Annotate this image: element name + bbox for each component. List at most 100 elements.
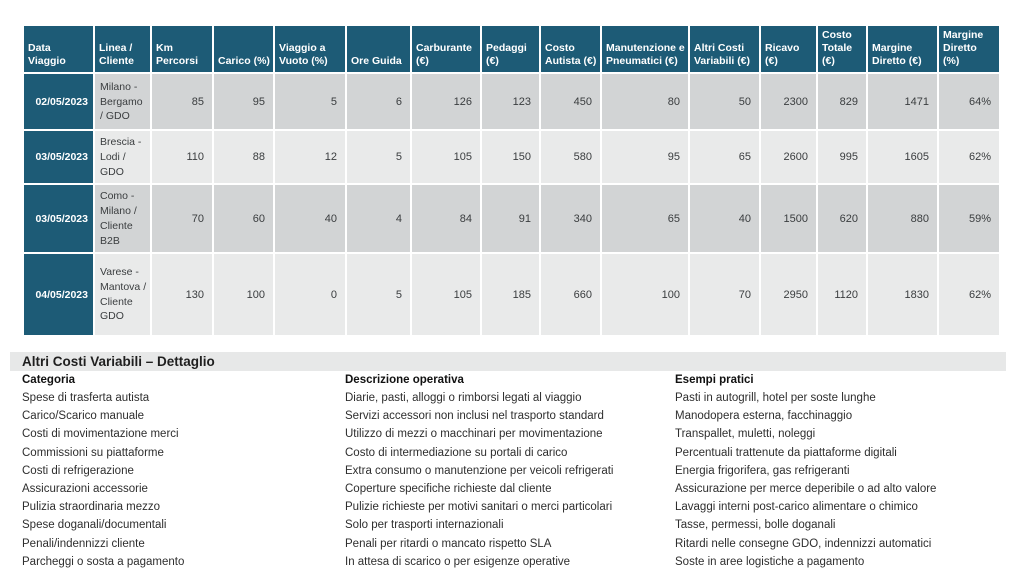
detail-esempi: Lavaggi interni post-carico alimentare o… [675, 501, 918, 514]
header-cell: Data Viaggio [22, 23, 95, 75]
header-cell: Margine Diretto (%) [937, 23, 1001, 75]
linea-cliente-cell: Brescia - Lodi / GDO [93, 129, 152, 186]
detail-section-title: Altri Costi Variabili – Dettaglio [10, 352, 1006, 371]
trip-table: Data Viaggio Linea / Cliente Km Percorsi Ca… [22, 23, 1001, 338]
list-item: Assicurazioni accessorie Coperture specif… [22, 480, 1012, 498]
detail-categoria: Costi di refrigerazione [22, 464, 134, 477]
detail-categoria: Parcheggi o sosta a pagamento [22, 555, 185, 568]
trip-table-body: 02/05/2023 Milano - Bergamo / GDO 85 95 5 6 12… [22, 72, 1001, 338]
detail-descrizione: Extra consumo o manutenzione per veicoli… [345, 464, 614, 477]
header-cell: Margine Diretto (€) [866, 23, 939, 75]
value-cell: 70 [150, 183, 214, 255]
detail-col-categoria: Categoria [22, 374, 76, 386]
value-cell: 1605 [866, 129, 939, 186]
value-cell: 123 [480, 72, 541, 132]
value-cell: 829 [816, 72, 868, 132]
value-cell: 5 [345, 129, 412, 186]
date-cell: 02/05/2023 [22, 72, 95, 132]
value-cell: 80 [600, 72, 690, 132]
value-cell: 95 [600, 129, 690, 186]
value-cell: 60 [212, 183, 275, 255]
trip-table-header-row: Data Viaggio Linea / Cliente Km Percorsi Ca… [22, 23, 1001, 75]
detail-categoria: Spese di trasferta autista [22, 392, 150, 404]
header-cell: Manutenzione e Pneumatici (€) [600, 23, 690, 75]
detail-categoria: Assicurazioni accessorie [22, 482, 148, 495]
header-cell: Km Percorsi [150, 23, 214, 75]
value-cell: 2300 [759, 72, 818, 132]
list-item: Costi di refrigerazione Extra consumo o m… [22, 462, 1012, 480]
linea-cliente-cell: Como - Milano / Cliente B2B [93, 183, 152, 255]
detail-esempi: Energia frigorifera, gas refrigeranti [675, 464, 850, 477]
value-cell: 105 [410, 129, 482, 186]
date-cell: 03/05/2023 [22, 129, 95, 186]
value-cell: 91 [480, 183, 541, 255]
detail-esempi: Ritardi nelle consegne GDO, indennizzi a… [675, 537, 932, 550]
detail-descrizione: In attesa di scarico o per esigenze oper… [345, 555, 571, 568]
value-cell: 1500 [759, 183, 818, 255]
value-cell: 59% [937, 183, 1001, 255]
table-row: 03/05/2023 Como - Milano / Cliente B2B 70 6… [22, 183, 1001, 255]
header-cell: Pedaggi (€) [480, 23, 541, 75]
value-cell: 150 [480, 129, 541, 186]
value-cell: 340 [539, 183, 602, 255]
list-item: Penali/indennizzi cliente Penali per rita… [22, 535, 1012, 553]
value-cell: 126 [410, 72, 482, 132]
header-cell: Altri Costi Variabili (€) [688, 23, 761, 75]
date-cell: 03/05/2023 [22, 183, 95, 255]
value-cell: 40 [273, 183, 347, 255]
value-cell: 70 [688, 252, 761, 338]
detail-esempi: Tasse, permessi, bolle doganali [675, 519, 836, 532]
value-cell: 2600 [759, 129, 818, 186]
value-cell: 85 [150, 72, 214, 132]
header-cell: Carburante (€) [410, 23, 482, 75]
detail-descrizione: Pulizie richieste per motivi sanitari o … [345, 501, 613, 514]
detail-categoria: Costi di movimentazione merci [22, 428, 179, 441]
value-cell: 64% [937, 72, 1001, 132]
detail-categoria: Spese doganali/documentali [22, 519, 167, 532]
table-row: Data Viaggio Linea / Cliente Km Percorsi Ca… [22, 23, 1001, 75]
table-row: 02/05/2023 Milano - Bergamo / GDO 85 95 5 6 12… [22, 72, 1001, 132]
value-cell: 84 [410, 183, 482, 255]
list-item: Carico/Scarico manuale Servizi accessori … [22, 407, 1012, 425]
value-cell: 5 [345, 252, 412, 338]
value-cell: 62% [937, 252, 1001, 338]
value-cell: 110 [150, 129, 214, 186]
value-cell: 660 [539, 252, 602, 338]
linea-cliente-cell: Milano - Bergamo / GDO [93, 72, 152, 132]
detail-descrizione: Penali per ritardi o mancato rispetto SL… [345, 537, 552, 550]
value-cell: 88 [212, 129, 275, 186]
value-cell: 0 [273, 252, 347, 338]
detail-esempi: Manodopera esterna, facchinaggio [675, 410, 853, 423]
detail-descrizione: Servizi accessori non inclusi nel traspo… [345, 410, 604, 423]
list-item: Parcheggi o sosta a pagamento In attesa d… [22, 553, 1012, 571]
header-cell: Viaggio a Vuoto (%) [273, 23, 347, 75]
detail-descrizione: Diarie, pasti, alloggi o rimborsi legati… [345, 392, 582, 404]
value-cell: 1471 [866, 72, 939, 132]
detail-header-row: Categoria Descrizione operativa Esempi p… [22, 373, 1012, 388]
detail-rows: Spese di trasferta autista Diarie, pasti,… [22, 389, 1012, 571]
value-cell: 2950 [759, 252, 818, 338]
detail-esempi: Transpallet, muletti, noleggi [675, 428, 816, 441]
header-cell: Ore Guida [345, 23, 412, 75]
value-cell: 105 [410, 252, 482, 338]
list-item: Commissioni su piattaforme Costo di inter… [22, 444, 1012, 462]
value-cell: 5 [273, 72, 347, 132]
detail-esempi: Soste in aree logistiche a pagamento [675, 555, 865, 568]
header-cell: Carico (%) [212, 23, 275, 75]
detail-esempi: Percentuali trattenute da piattaforme di… [675, 446, 897, 459]
value-cell: 4 [345, 183, 412, 255]
value-cell: 1120 [816, 252, 868, 338]
table-row: 03/05/2023 Brescia - Lodi / GDO 110 88 12 5 10… [22, 129, 1001, 186]
header-cell: Costo Autista (€) [539, 23, 602, 75]
value-cell: 95 [212, 72, 275, 132]
value-cell: 450 [539, 72, 602, 132]
header-cell: Ricavo (€) [759, 23, 818, 75]
value-cell: 995 [816, 129, 868, 186]
detail-col-descrizione: Descrizione operativa [345, 374, 464, 386]
detail-esempi: Pasti in autogrill, hotel per soste lung… [675, 392, 876, 404]
value-cell: 185 [480, 252, 541, 338]
header-cell: Linea / Cliente [93, 23, 152, 75]
value-cell: 12 [273, 129, 347, 186]
detail-descrizione: Utilizzo di mezzi o macchinari per movim… [345, 428, 603, 441]
